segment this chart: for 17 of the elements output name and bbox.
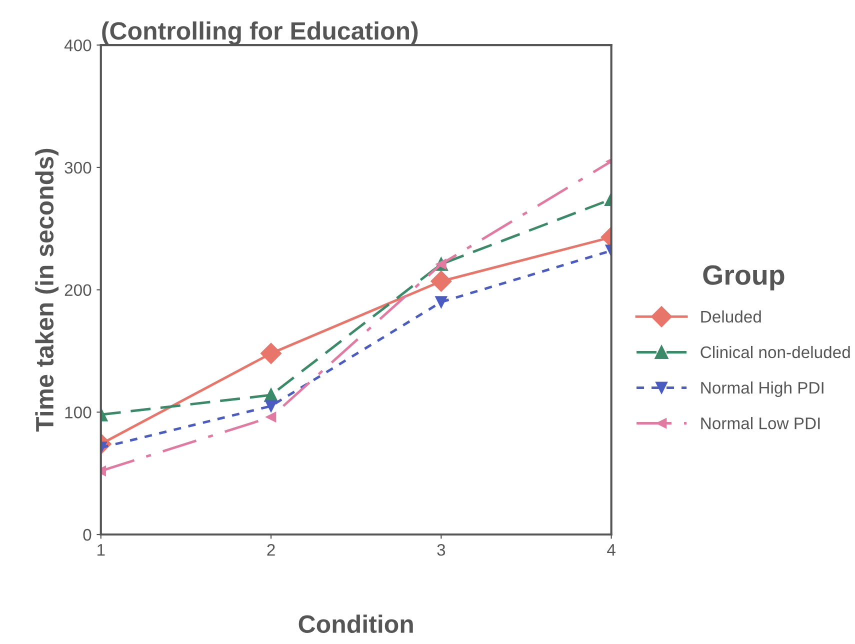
legend-label: Clinical non-deluded	[700, 346, 850, 358]
x-tick-label: 1	[98, 544, 105, 556]
y-tick-label: 300	[64, 162, 92, 174]
y-tick-label: 0	[83, 528, 92, 541]
legend-title: Group	[703, 265, 784, 290]
legend-label: Normal High PDI	[701, 381, 824, 398]
x-tick-label: 4	[607, 544, 616, 556]
x-tick-label: 2	[267, 544, 275, 556]
y-axis-title: Time taken (in seconds)	[35, 148, 58, 432]
chart-title: (Controlling for Education)	[102, 21, 418, 45]
y-tick-label: 400	[64, 39, 92, 52]
x-tick-label: 3	[437, 544, 446, 556]
y-tick-label: 200	[64, 284, 92, 296]
y-tick-label: 100	[65, 406, 92, 418]
x-axis-title: Condition	[298, 614, 413, 634]
legend-label: Deluded	[701, 310, 761, 323]
legend-label: Normal Low PDI	[701, 417, 820, 430]
